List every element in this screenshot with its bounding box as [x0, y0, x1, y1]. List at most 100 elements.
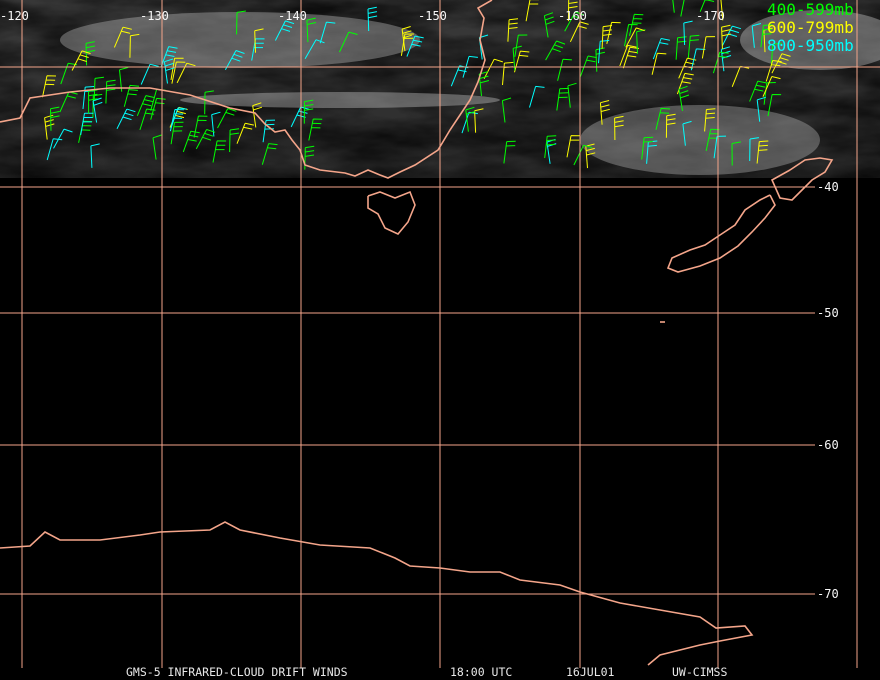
wind-barb [749, 137, 759, 162]
wind-barb [254, 28, 264, 53]
wind-barb [545, 40, 566, 61]
wind-barb [261, 143, 278, 165]
wind-barb [501, 97, 512, 123]
wind-barb [136, 95, 155, 116]
wind-barb [676, 72, 694, 95]
wind-barb [193, 115, 208, 138]
wind-barb [308, 118, 323, 141]
wind-barb [170, 107, 187, 129]
wind-barb [756, 96, 766, 122]
wind-barb [262, 119, 276, 143]
wind-barb [721, 25, 742, 46]
wind-barbs [42, 0, 791, 170]
wind-barb [304, 145, 315, 170]
coastlines [0, 0, 834, 666]
wind-barb [90, 143, 100, 168]
wind-barb [290, 106, 310, 128]
wind-barb [720, 0, 724, 21]
wind-barb [176, 62, 196, 84]
wind-barb [651, 52, 667, 75]
wind-barb [400, 33, 414, 56]
longitude-label: -150 [418, 9, 447, 23]
wind-barb [113, 26, 132, 48]
wind-barb [212, 140, 227, 163]
wind-barb [204, 90, 214, 115]
wind-barb [46, 138, 63, 161]
wind-barb [170, 57, 184, 80]
wind-barb [721, 24, 731, 50]
wind-barb [44, 114, 55, 140]
longitude-label: -170 [696, 9, 725, 23]
wind-barb [304, 39, 325, 60]
wind-barb [50, 106, 60, 131]
wind-barb [672, 0, 675, 13]
wind-barb [339, 31, 358, 53]
wind-barb [544, 135, 557, 159]
footer-time: 18:00 UTC [450, 665, 512, 679]
latitude-label: -50 [817, 306, 839, 320]
wind-barb [129, 33, 140, 58]
wind-barb [474, 108, 484, 133]
wind-barb [195, 129, 216, 150]
wind-barb [556, 87, 569, 111]
wind-barb [749, 80, 767, 102]
wind-barb [624, 24, 638, 47]
wind-barb [123, 84, 140, 107]
wind-barb [599, 100, 610, 125]
wind-barb [169, 109, 184, 132]
wind-barb [652, 38, 670, 60]
wind-barb [42, 75, 57, 98]
wind-barb [614, 115, 624, 141]
longitude-label: -120 [0, 9, 29, 23]
wind-barb [601, 25, 613, 49]
wind-barb [762, 76, 781, 97]
wind-barb [765, 60, 782, 82]
wind-barb [503, 140, 516, 164]
wind-barb [170, 121, 184, 145]
wind-barb [171, 61, 186, 84]
wind-barb [217, 108, 237, 129]
wind-barb [236, 122, 255, 144]
wind-barb [678, 57, 697, 79]
wind-barb [478, 71, 490, 97]
wind-barb [763, 82, 776, 105]
longitude-label: -160 [558, 9, 587, 23]
footer: GMS-5 INFRARED-CLOUD DRIFT WINDS 18:00 U… [126, 665, 727, 679]
wind-barb [704, 108, 716, 132]
wind-barb [678, 85, 690, 111]
wind-barb [720, 46, 732, 72]
wind-barb [712, 51, 729, 74]
footer-date: 16JUL01 [566, 665, 615, 679]
wind-barb [585, 143, 596, 169]
wind-barb [756, 140, 769, 164]
wind-barb [367, 6, 378, 32]
wind-barb [211, 111, 221, 137]
wind-barb [557, 58, 572, 81]
wind-barb [303, 99, 314, 124]
wind-barb [319, 21, 336, 44]
wind-barb [655, 107, 671, 130]
wind-barb [566, 135, 581, 158]
wind-barb [699, 0, 715, 12]
longitude-label: -140 [278, 9, 307, 23]
latitude-label: -60 [817, 438, 839, 452]
wind-barb [529, 85, 545, 108]
wind-barb [573, 144, 593, 166]
wind-barb [229, 128, 240, 153]
wind-barb [105, 79, 116, 104]
legend-entry: 800-950mb [767, 36, 854, 55]
wind-barb [731, 141, 741, 166]
wind-barb [224, 50, 245, 70]
wind-barb [771, 53, 791, 74]
wind-barb [641, 136, 654, 160]
wind-barb [760, 24, 773, 48]
legend: 400-599mb 600-799mb 800-950mb [767, 0, 854, 55]
wind-barb [152, 134, 162, 160]
wind-barb [507, 18, 519, 42]
footer-source: UW-CIMSS [672, 665, 727, 679]
wind-barb [543, 12, 555, 38]
wind-barb [53, 128, 73, 149]
wind-barb [619, 44, 637, 67]
